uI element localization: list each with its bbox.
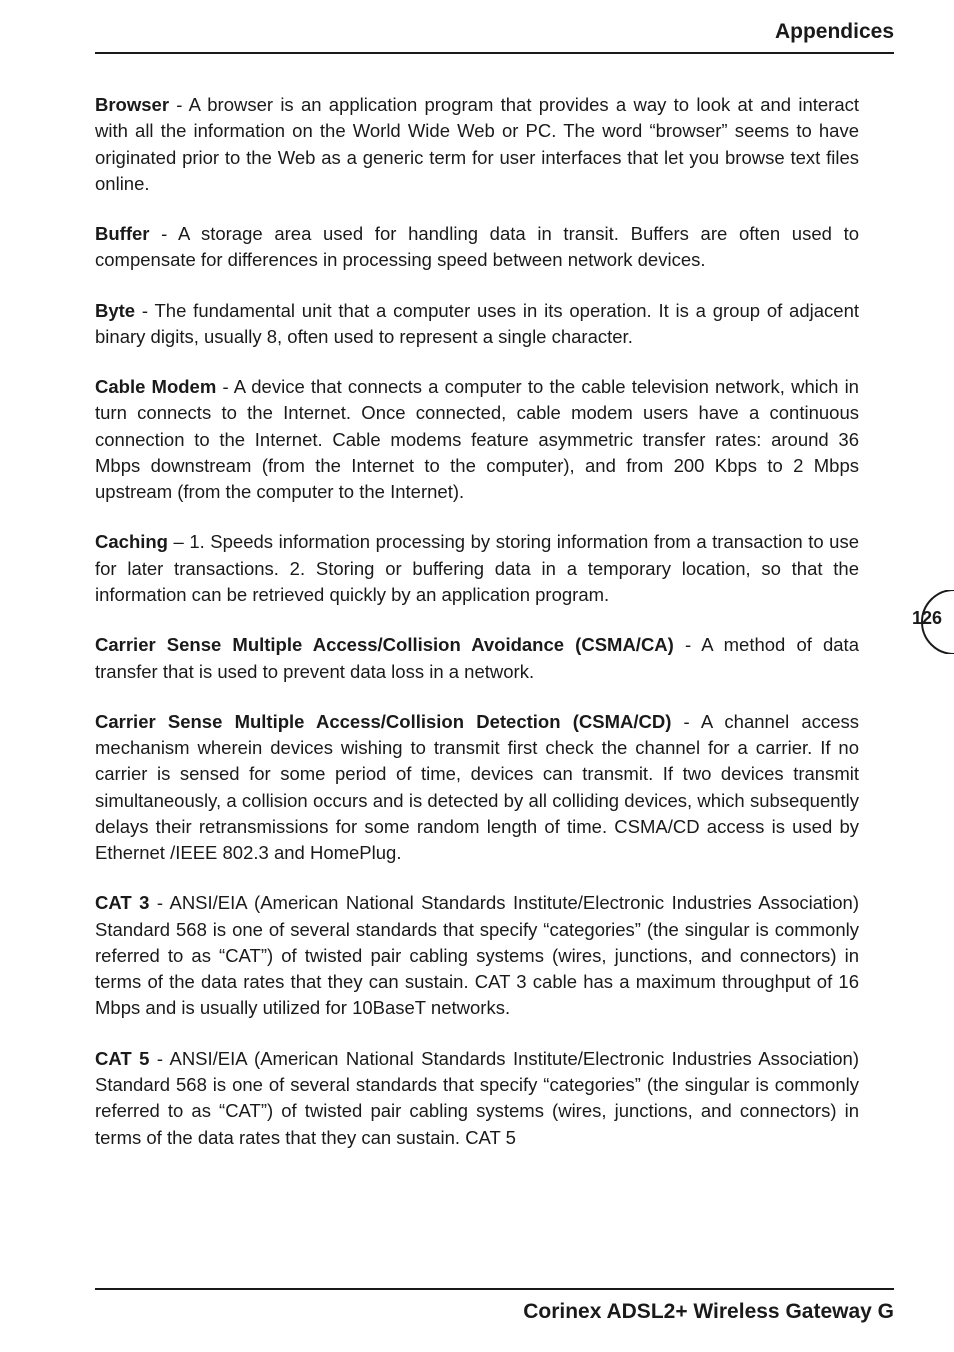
page-footer: Corinex ADSL2+ Wireless Gateway G <box>95 1288 894 1324</box>
glossary-entry: Caching – 1. Speeds information processi… <box>95 529 859 608</box>
glossary-definition: - ANSI/EIA (American National Standards … <box>95 1048 859 1148</box>
footer-title: Corinex ADSL2+ Wireless Gateway G <box>523 1300 894 1323</box>
glossary-definition: - ANSI/EIA (American National Standards … <box>95 892 859 1018</box>
glossary-term: Caching <box>95 531 168 552</box>
page-header: Appendices <box>95 20 894 54</box>
page-number: 126 <box>912 608 942 629</box>
glossary-definition: – 1. Speeds information processing by st… <box>95 531 859 605</box>
glossary-entry: Carrier Sense Multiple Access/Collision … <box>95 709 859 867</box>
glossary-definition: - A browser is an application program th… <box>95 94 859 194</box>
glossary-definition: - A storage area used for handling data … <box>95 223 859 270</box>
glossary-entry: Carrier Sense Multiple Access/Collision … <box>95 632 859 685</box>
glossary-term: Cable Modem <box>95 376 216 397</box>
glossary-definition: - A channel access mechanism wherein dev… <box>95 711 859 863</box>
glossary-entry: Browser - A browser is an application pr… <box>95 92 859 197</box>
glossary-term: Byte <box>95 300 135 321</box>
glossary-term: Carrier Sense Multiple Access/Collision … <box>95 711 671 732</box>
glossary-term: Buffer <box>95 223 149 244</box>
glossary-term: CAT 5 <box>95 1048 149 1069</box>
glossary-entry: Cable Modem - A device that connects a c… <box>95 374 859 505</box>
header-title: Appendices <box>775 20 894 43</box>
glossary-entry: Buffer - A storage area used for handlin… <box>95 221 859 274</box>
glossary-entry: Byte - The fundamental unit that a compu… <box>95 298 859 351</box>
document-page: Appendices Browser - A browser is an app… <box>0 0 954 1352</box>
glossary-definition: - The fundamental unit that a computer u… <box>95 300 859 347</box>
page-number-tab: 126 <box>894 590 954 654</box>
glossary-content: Browser - A browser is an application pr… <box>95 92 859 1252</box>
glossary-term: Carrier Sense Multiple Access/Collision … <box>95 634 674 655</box>
glossary-term: CAT 3 <box>95 892 149 913</box>
glossary-entry: CAT 5 - ANSI/EIA (American National Stan… <box>95 1046 859 1151</box>
glossary-term: Browser <box>95 94 169 115</box>
glossary-entry: CAT 3 - ANSI/EIA (American National Stan… <box>95 890 859 1021</box>
